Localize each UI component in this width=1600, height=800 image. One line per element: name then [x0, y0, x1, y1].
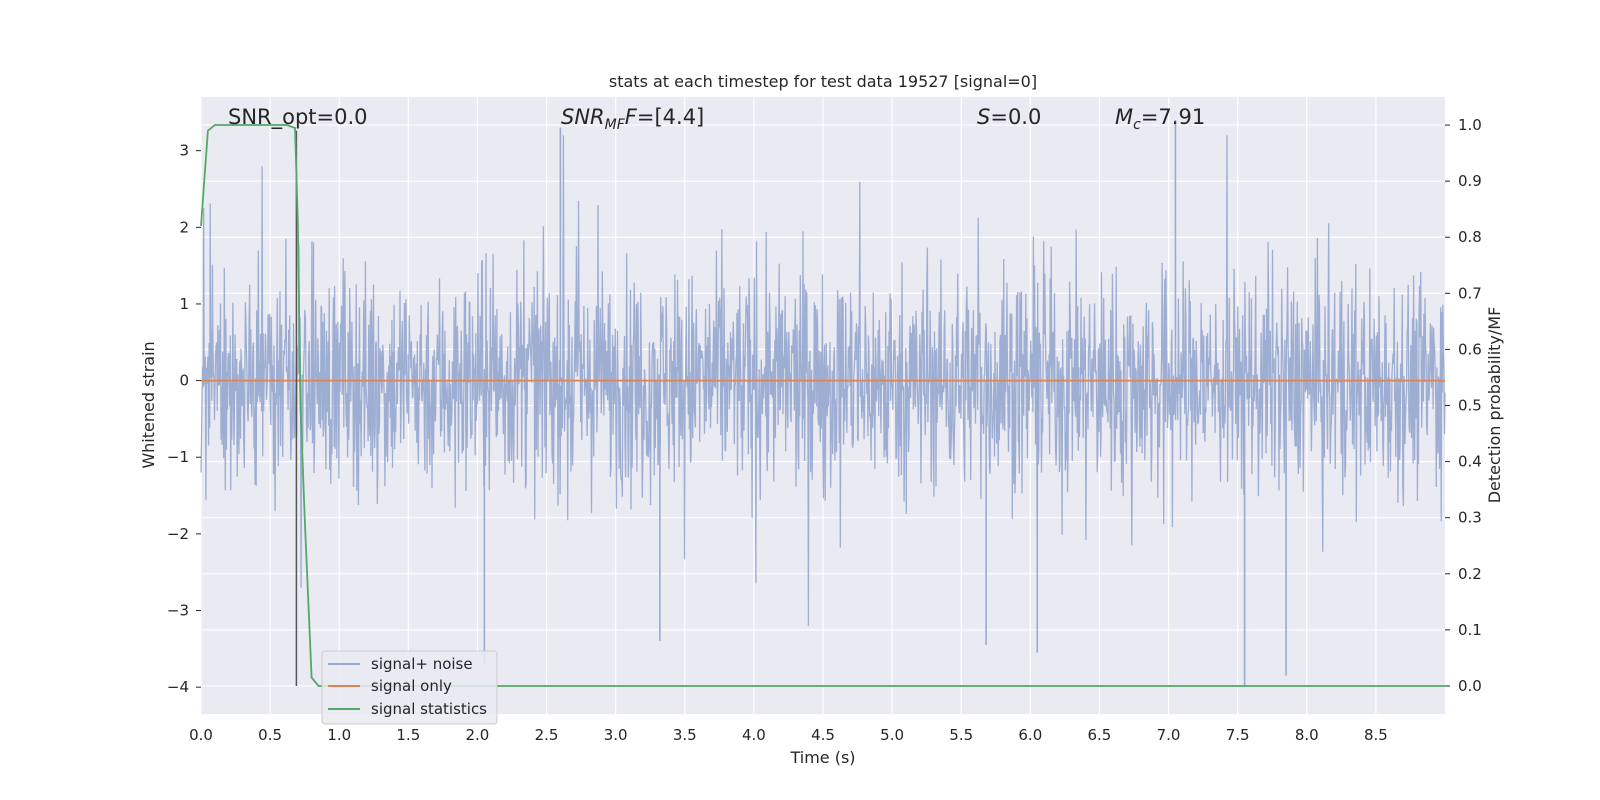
- y-tick-label: −4: [167, 678, 189, 696]
- x-tick-label: 2.5: [535, 726, 559, 744]
- y-tick-label: −3: [167, 602, 189, 620]
- x-tick-labels: 0.0 0.5 1.0 1.5 2.0 2.5 3.0 3.5 4.0 4.5 5.0 5.5 6.0 6…: [189, 726, 1388, 744]
- x-tick-label: 3.5: [673, 726, 697, 744]
- signal-statistics-line: [200, 124, 1445, 687]
- x-axis-label: Time (s): [789, 748, 855, 767]
- chart-title: stats at each timestep for test data 195…: [609, 72, 1037, 91]
- x-tick-label: 0.5: [258, 726, 282, 744]
- y2-tick-label: 0.7: [1458, 284, 1482, 302]
- x-tick-label: 1.5: [396, 726, 420, 744]
- legend: signal+ noise signal only signal statist…: [321, 650, 498, 725]
- x-tick-label: 1.0: [327, 726, 351, 744]
- noise-trace: [200, 119, 1446, 688]
- series-lines: [200, 124, 1445, 687]
- y2-tick-label: 0.4: [1458, 453, 1482, 471]
- x-tick-label: 7.5: [1226, 726, 1250, 744]
- y2-tick-label: 0.5: [1458, 397, 1482, 415]
- y2-axis-label: Detection probability/MF: [1485, 307, 1504, 504]
- x-tick-label: 6.5: [1088, 726, 1112, 744]
- noise-series-line: [200, 135, 1446, 626]
- y-tick-label: 1: [179, 295, 189, 313]
- x-tick-label: 4.5: [811, 726, 835, 744]
- x-tick-label: 5.0: [880, 726, 904, 744]
- y2-tick-label: 0.3: [1458, 509, 1482, 527]
- legend-label-signal: signal only: [371, 677, 452, 695]
- legend-label-stats: signal statistics: [371, 700, 487, 718]
- x-tick-label: 2.0: [466, 726, 490, 744]
- y2-tick-label: 0.1: [1458, 621, 1482, 639]
- y-tick-label: 3: [179, 142, 189, 160]
- annotation-snr-mf: SNRMFF=[4.4]: [561, 105, 704, 133]
- y-tick-labels: −4 −3 −2 −1 0 1 2 3: [167, 142, 201, 696]
- y-tick-label: 2: [179, 218, 189, 236]
- y-tick-label: −1: [167, 448, 189, 466]
- annotation-snr-opt: SNR_opt=0.0: [228, 105, 368, 130]
- x-tick-label: 6.0: [1018, 726, 1042, 744]
- x-tick-label: 8.5: [1364, 726, 1388, 744]
- y-axis-label: Whitened strain: [139, 341, 158, 468]
- y-tick-label: 0: [179, 372, 189, 390]
- x-tick-label: 7.0: [1157, 726, 1181, 744]
- x-tick-label: 0.0: [189, 726, 213, 744]
- y2-tick-label: 0.0: [1458, 677, 1482, 695]
- y2-tick-label: 1.0: [1458, 116, 1482, 134]
- legend-box: [321, 650, 498, 725]
- y2-tick-labels: 0.0 0.1 0.2 0.3 0.4 0.5 0.6 0.7 0.8 0.9 1.0: [1445, 116, 1482, 695]
- annotation-s: S=0.0: [977, 105, 1041, 129]
- y2-tick-label: 0.9: [1458, 172, 1482, 190]
- x-tick-label: 3.0: [604, 726, 628, 744]
- x-tick-label: 8.0: [1295, 726, 1319, 744]
- y2-tick-label: 0.6: [1458, 340, 1482, 358]
- legend-label-noise: signal+ noise: [371, 655, 473, 673]
- x-tick-label: 5.5: [949, 726, 973, 744]
- y2-tick-label: 0.2: [1458, 565, 1482, 583]
- y2-tick-label: 0.8: [1458, 228, 1482, 246]
- x-tick-label: 4.0: [742, 726, 766, 744]
- annotation-mc: Mc=7.91: [1115, 105, 1205, 133]
- y-tick-label: −2: [167, 525, 189, 543]
